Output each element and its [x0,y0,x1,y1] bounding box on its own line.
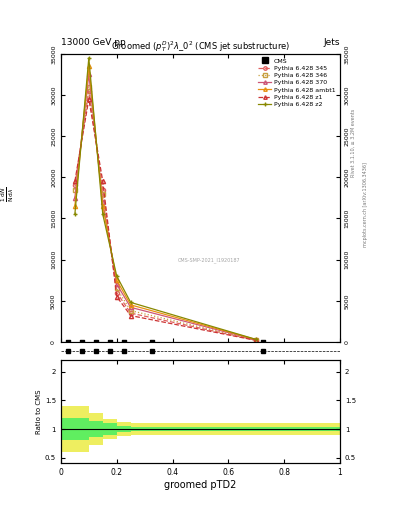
Y-axis label: Ratio to CMS: Ratio to CMS [36,390,42,434]
Point [93,337,99,346]
Text: mcplots.cern.ch [arXiv:1306.3436]: mcplots.cern.ch [arXiv:1306.3436] [363,162,368,247]
Point [121,337,127,346]
Legend: CMS, Pythia 6.428 345, Pythia 6.428 346, Pythia 6.428 370, Pythia 6.428 ambt1, P: CMS, Pythia 6.428 345, Pythia 6.428 346,… [257,57,337,108]
Point [260,337,266,346]
X-axis label: groomed pTD2: groomed pTD2 [164,480,237,490]
Text: $\frac{1}{\mathrm{N}}\frac{\mathrm{d}N}{\mathrm{d}\lambda}$: $\frac{1}{\mathrm{N}}\frac{\mathrm{d}N}{… [0,187,16,202]
Text: CMS-SMP-2021_I1920187: CMS-SMP-2021_I1920187 [178,257,241,263]
Text: Jets: Jets [323,38,340,47]
Text: Rivet 3.1.10, ≥ 3.2M events: Rivet 3.1.10, ≥ 3.2M events [351,109,356,178]
Point [65,337,71,346]
Point [149,337,155,346]
Title: Groomed $(p_T^D)^2\lambda\_0^2$ (CMS jet substructure): Groomed $(p_T^D)^2\lambda\_0^2$ (CMS jet… [111,39,290,54]
Text: 13000 GeV pp: 13000 GeV pp [61,38,126,47]
Point [79,337,85,346]
Point [107,337,113,346]
